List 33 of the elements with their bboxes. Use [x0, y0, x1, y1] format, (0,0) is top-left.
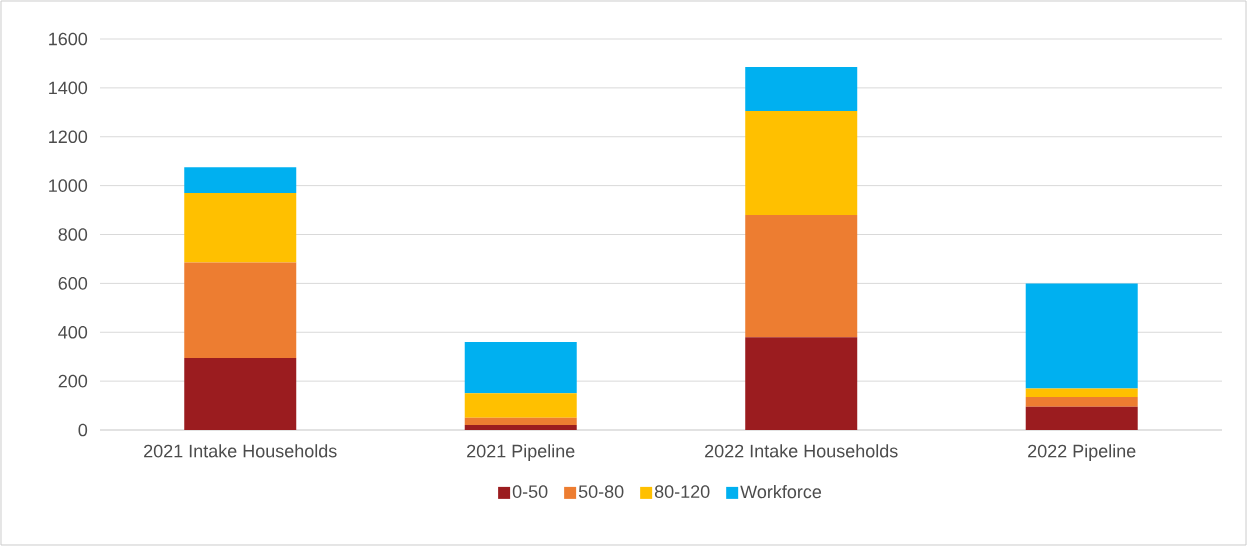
bar: [184, 192, 297, 263]
x-tick-label: 2021 Pipeline: [467, 444, 575, 461]
legend-label: 50-80: [578, 485, 624, 498]
bar: [1025, 397, 1138, 407]
y-tick-label: 400: [58, 325, 88, 339]
bar: [184, 167, 297, 193]
bar: [464, 342, 577, 394]
y-tick-label: 1400: [49, 81, 88, 95]
y-tick-label: 1000: [49, 179, 88, 192]
bar: [464, 393, 577, 418]
bar: [184, 262, 297, 358]
x-tick-label: 2022 Intake Households: [705, 444, 898, 458]
y-tick-label: 1200: [49, 130, 88, 144]
legend-label: 80-120: [654, 485, 710, 498]
bar: [1025, 406, 1138, 430]
bar: [464, 425, 577, 430]
y-tick-label: 0: [78, 423, 88, 437]
bar: [1025, 388, 1138, 398]
legend-label: Workforce: [740, 485, 822, 499]
bar: [1025, 283, 1138, 389]
legend-label: 0-50: [512, 485, 548, 498]
y-tick-label: 200: [58, 374, 88, 388]
bar: [464, 417, 577, 426]
y-tick-label: 1600: [49, 32, 88, 46]
y-tick-label: 600: [58, 277, 88, 290]
x-tick-label: 2021 Intake Households: [144, 444, 337, 458]
bar: [745, 67, 858, 112]
bar: [745, 337, 858, 430]
bar: [745, 214, 858, 338]
bar: [745, 111, 858, 215]
bar: [184, 357, 297, 430]
y-tick-label: 800: [58, 228, 88, 241]
x-tick-label: 2022 Pipeline: [1028, 444, 1136, 461]
